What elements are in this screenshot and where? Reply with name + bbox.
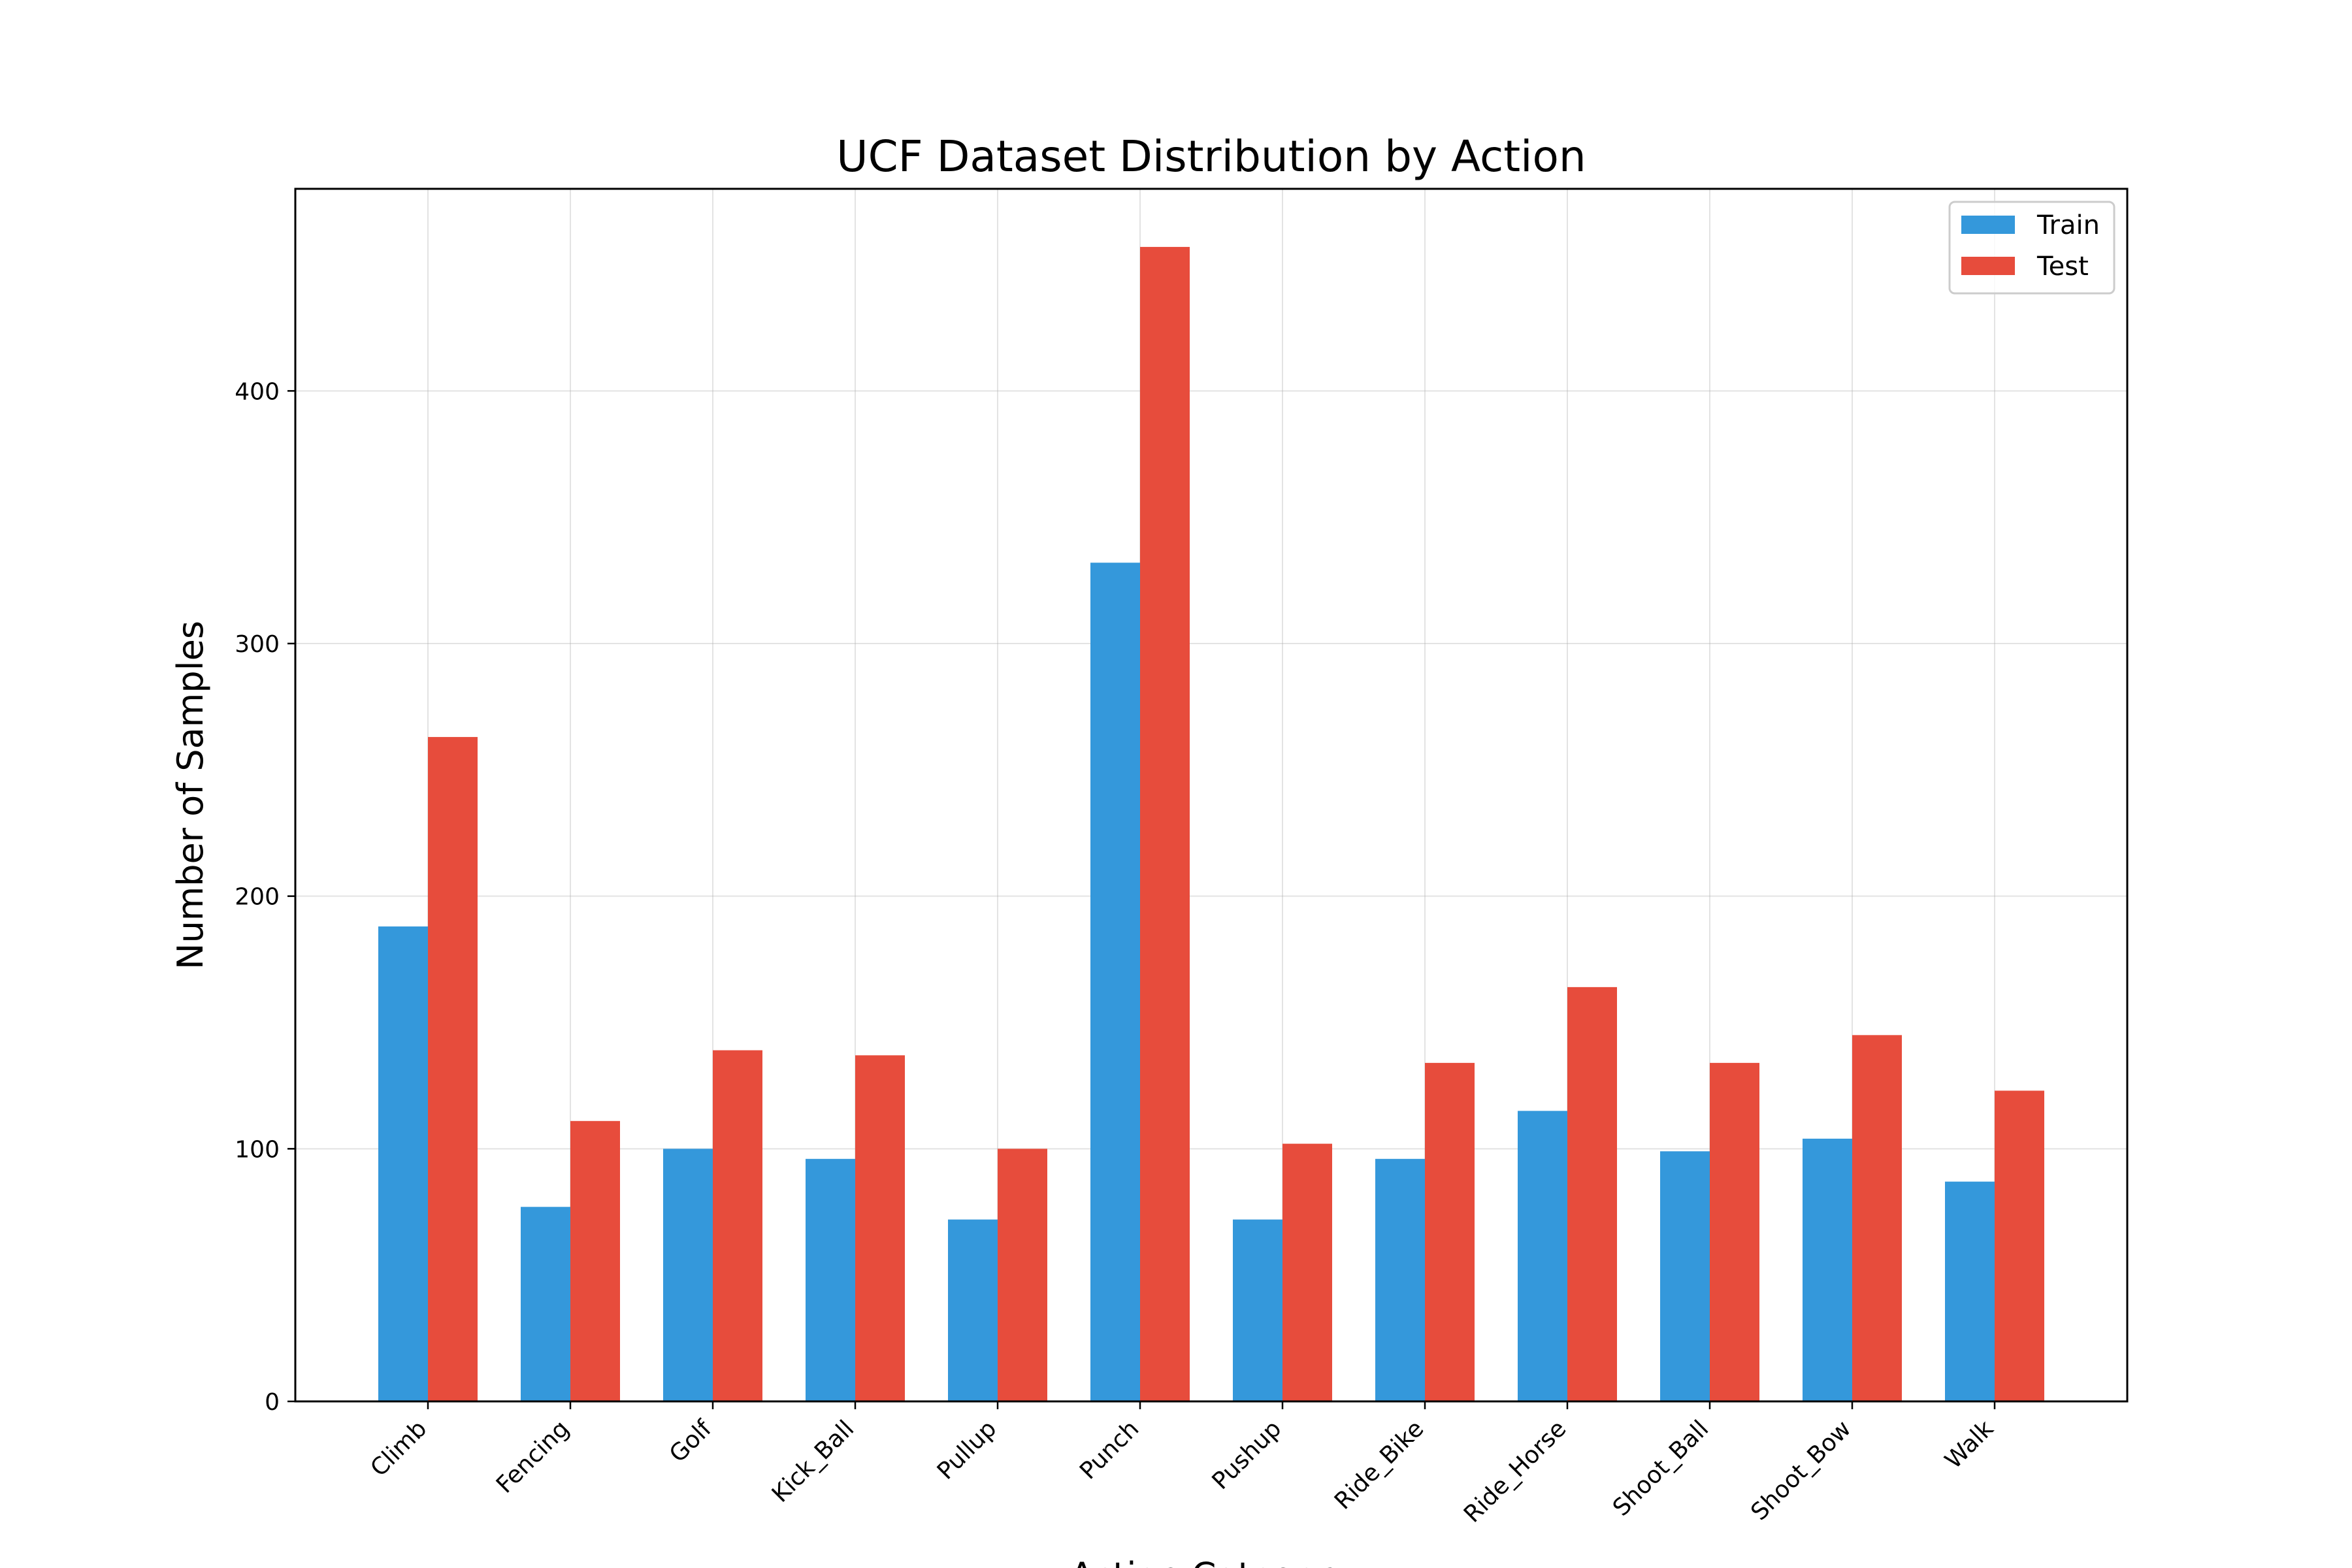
y-tick-label: 200 <box>235 884 280 911</box>
legend: Train Test <box>1948 201 2115 295</box>
bar-train-ride-horse <box>1518 1111 1567 1401</box>
bar-train-climb <box>378 926 428 1401</box>
bar-train-shoot-ball <box>1660 1151 1710 1401</box>
bars <box>378 246 2044 1402</box>
bar-test-kick-ball <box>855 1055 905 1401</box>
bar-train-shoot-bow <box>1803 1138 1852 1401</box>
y-tick-label: 100 <box>235 1136 280 1163</box>
y-tick-label: 400 <box>235 378 280 405</box>
bar-test-pushup <box>1282 1143 1332 1401</box>
bar-test-ride-bike <box>1425 1062 1475 1401</box>
bar-test-shoot-bow <box>1852 1035 1902 1401</box>
legend-label-test: Test <box>2036 252 2089 282</box>
bar-test-shoot-ball <box>1710 1062 1759 1401</box>
bar-train-kick-ball <box>806 1158 855 1401</box>
legend-swatch-test <box>1961 257 2015 275</box>
bar-train-golf <box>663 1149 713 1401</box>
y-axis-title: Number of Samples <box>170 621 211 970</box>
bar-test-climb <box>428 737 478 1401</box>
x-axis-title: Action Category <box>1070 1555 1353 1568</box>
legend-label-train: Train <box>2036 210 2100 240</box>
y-tick-label: 300 <box>235 631 280 658</box>
bar-test-golf <box>713 1050 762 1401</box>
bar-train-pullup <box>948 1219 998 1401</box>
bar-train-punch <box>1090 563 1140 1402</box>
bar-test-pullup <box>998 1149 1047 1401</box>
bar-train-walk <box>1945 1181 1995 1401</box>
y-tick-label: 0 <box>265 1389 280 1416</box>
plot-frame <box>294 188 2129 1403</box>
chart-title: UCF Dataset Distribution by Action <box>836 131 1586 182</box>
bar-test-ride-horse <box>1567 987 1617 1401</box>
legend-swatch-train <box>1961 216 2015 234</box>
bar-test-punch <box>1140 246 1190 1401</box>
bar-test-fencing <box>570 1120 620 1401</box>
bar-train-fencing <box>521 1207 570 1401</box>
bar-train-pushup <box>1233 1219 1282 1401</box>
bar-train-ride-bike <box>1375 1158 1425 1401</box>
bar-test-walk <box>1995 1090 2044 1401</box>
